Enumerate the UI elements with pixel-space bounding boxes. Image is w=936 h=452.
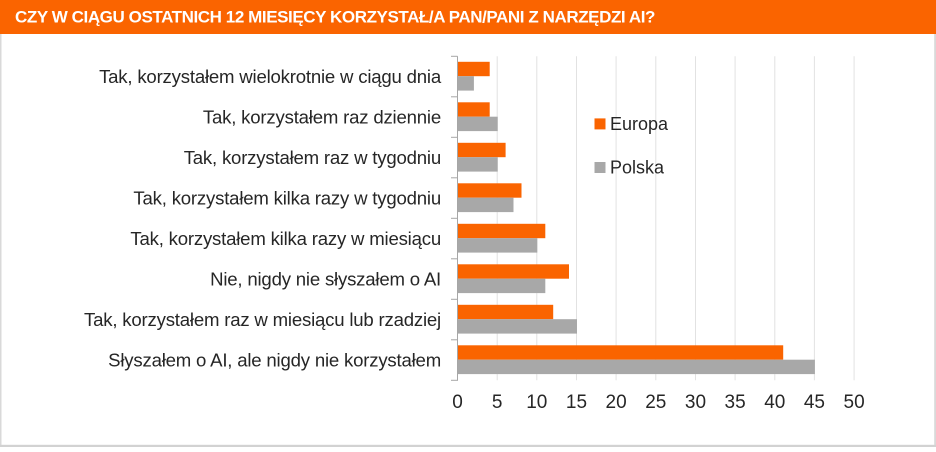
svg-text:30: 30 — [685, 392, 706, 413]
svg-text:45: 45 — [804, 392, 825, 413]
svg-text:Tak, korzystałem kilka razy w: Tak, korzystałem kilka razy w tygodniu — [133, 187, 441, 208]
svg-text:CZY W CIĄGU OSTATNICH 12 MIESI: CZY W CIĄGU OSTATNICH 12 MIESIĘCY KORZYS… — [15, 7, 655, 26]
svg-text:10: 10 — [526, 392, 547, 413]
svg-text:20: 20 — [606, 392, 627, 413]
svg-text:0: 0 — [452, 392, 463, 413]
svg-text:Tak, korzystałem raz dziennie: Tak, korzystałem raz dziennie — [203, 106, 441, 127]
svg-text:Tak, korzystałem wielokrotnie: Tak, korzystałem wielokrotnie w ciągu dn… — [99, 66, 442, 87]
svg-text:Tak, korzystałem raz w tygodni: Tak, korzystałem raz w tygodniu — [184, 147, 441, 168]
svg-text:50: 50 — [844, 392, 865, 413]
svg-text:40: 40 — [764, 392, 785, 413]
svg-text:Europa: Europa — [610, 114, 669, 134]
svg-text:Tak, korzystałem raz w miesiąc: Tak, korzystałem raz w miesiącu lub rzad… — [84, 309, 441, 330]
svg-text:Słyszałem o AI, ale nigdy nie: Słyszałem o AI, ale nigdy nie korzystałe… — [108, 349, 441, 370]
svg-text:35: 35 — [725, 392, 746, 413]
svg-text:25: 25 — [645, 392, 666, 413]
svg-text:15: 15 — [566, 392, 587, 413]
svg-text:5: 5 — [492, 392, 503, 413]
svg-text:Polska: Polska — [610, 158, 665, 178]
svg-text:Nie, nigdy nie słyszałem o AI: Nie, nigdy nie słyszałem o AI — [210, 268, 441, 289]
svg-text:Tak, korzystałem kilka razy w: Tak, korzystałem kilka razy w miesiącu — [130, 228, 441, 249]
